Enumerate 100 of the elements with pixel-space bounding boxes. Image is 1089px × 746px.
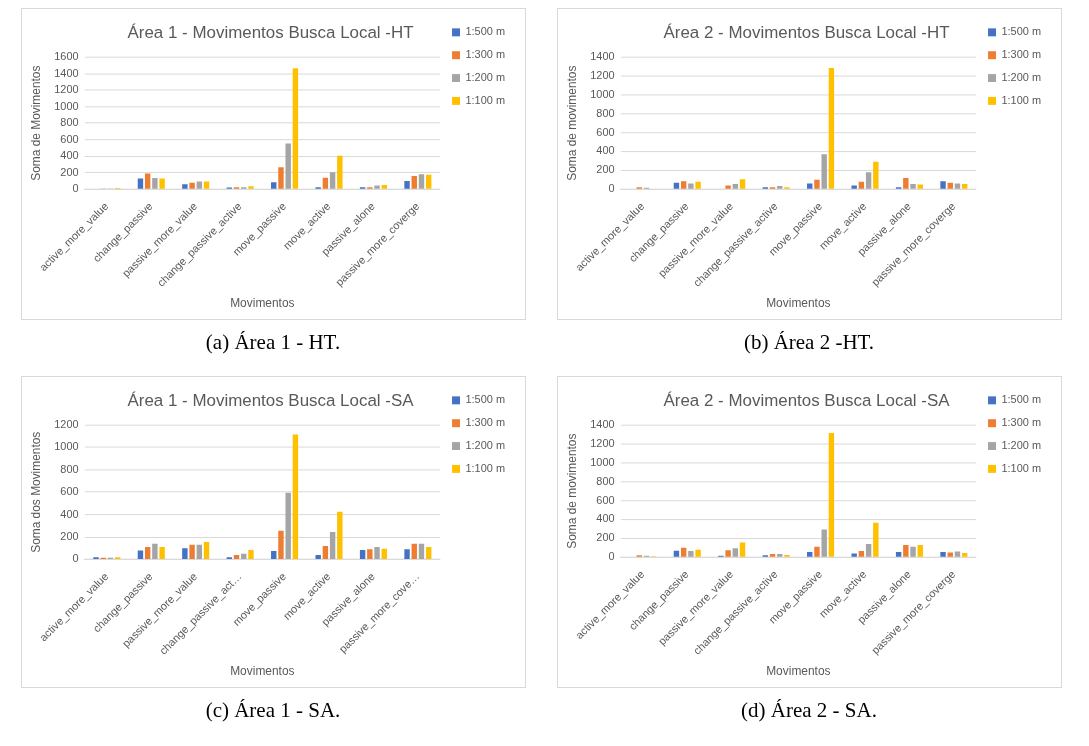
bar bbox=[151, 178, 158, 189]
legend-label: 1:300 m bbox=[464, 416, 505, 429]
y-tick-label: 1600 bbox=[53, 50, 79, 63]
bar bbox=[203, 181, 209, 189]
bar bbox=[687, 183, 694, 189]
chart-title: Área 2 - Movimentos Busca Local -HT bbox=[663, 22, 950, 42]
bar bbox=[850, 185, 857, 189]
x-axis-title: Movimentos bbox=[765, 296, 831, 311]
bar bbox=[425, 174, 431, 189]
y-tick-label: 1000 bbox=[53, 99, 79, 112]
y-axis-title: Soma de Movimentos bbox=[28, 65, 43, 181]
bar bbox=[373, 547, 380, 559]
legend-label: 1:100 m bbox=[464, 93, 505, 106]
y-tick-label: 400 bbox=[59, 507, 79, 520]
bar bbox=[858, 181, 864, 189]
bar bbox=[144, 173, 150, 189]
bar bbox=[769, 553, 775, 557]
y-axis-title: Soma de movimentos bbox=[564, 65, 579, 181]
y-tick-label: 0 bbox=[72, 182, 79, 195]
bar bbox=[724, 550, 731, 557]
y-tick-label: 1200 bbox=[53, 83, 79, 96]
text: (c) Área 1 - SA. bbox=[205, 698, 341, 723]
bar bbox=[895, 552, 901, 557]
bar bbox=[403, 180, 410, 189]
y-tick-label: 800 bbox=[59, 462, 79, 475]
bar bbox=[694, 181, 701, 189]
bar bbox=[292, 434, 298, 559]
bar bbox=[411, 543, 417, 559]
bar bbox=[687, 551, 694, 557]
bar bbox=[144, 547, 150, 559]
y-tick-label: 400 bbox=[595, 144, 615, 157]
bar bbox=[813, 179, 820, 189]
bar bbox=[233, 554, 239, 559]
bar bbox=[909, 546, 916, 557]
y-tick-label: 1400 bbox=[589, 50, 615, 63]
bar bbox=[739, 179, 745, 189]
bar bbox=[828, 433, 834, 557]
text: (a) Área 1 - HT. bbox=[205, 330, 341, 355]
bar bbox=[188, 182, 195, 189]
bar bbox=[336, 511, 343, 559]
bar bbox=[872, 161, 879, 189]
bar bbox=[947, 182, 953, 189]
bar bbox=[381, 548, 387, 559]
y-tick-label: 800 bbox=[595, 474, 615, 487]
y-tick-label: 1400 bbox=[53, 66, 79, 79]
bar bbox=[314, 554, 321, 559]
legend-label: 1:300 m bbox=[1000, 48, 1041, 61]
y-tick-label: 200 bbox=[59, 165, 79, 178]
chart-title: Área 1 - Movimentos Busca Local -SA bbox=[127, 390, 414, 410]
bar bbox=[181, 548, 188, 559]
bar bbox=[425, 547, 431, 559]
x-axis-title: Movimentos bbox=[229, 296, 295, 311]
bar bbox=[411, 176, 417, 189]
bar bbox=[373, 185, 380, 189]
bar bbox=[329, 172, 335, 189]
bar bbox=[813, 546, 820, 557]
y-tick-label: 600 bbox=[59, 485, 79, 498]
bar bbox=[418, 174, 424, 189]
bar bbox=[732, 184, 738, 189]
bar bbox=[137, 178, 143, 189]
chart-title: Área 2 - Movimentos Busca Local -SA bbox=[663, 390, 950, 410]
bar bbox=[284, 492, 291, 559]
bar bbox=[865, 544, 871, 557]
legend-label: 1:100 m bbox=[1000, 461, 1041, 474]
bar bbox=[820, 529, 827, 557]
text: (d) Área 2 - SA. bbox=[741, 698, 877, 723]
y-tick-label: 1000 bbox=[589, 455, 615, 468]
bar bbox=[806, 552, 812, 557]
bar bbox=[359, 549, 365, 559]
bar bbox=[917, 544, 923, 557]
y-tick-label: 600 bbox=[595, 493, 615, 506]
y-tick-label: 1000 bbox=[53, 440, 79, 453]
bar bbox=[203, 542, 209, 559]
y-axis-title: Soma de movimentos bbox=[564, 433, 579, 549]
bar bbox=[776, 553, 782, 557]
bar bbox=[403, 549, 410, 559]
bar bbox=[336, 155, 343, 189]
bar bbox=[902, 177, 909, 189]
y-tick-label: 800 bbox=[59, 116, 79, 129]
bar bbox=[151, 543, 158, 559]
bar bbox=[277, 167, 284, 189]
bar bbox=[776, 185, 782, 189]
legend-label: 1:500 m bbox=[464, 393, 505, 406]
bar bbox=[158, 178, 165, 189]
bar bbox=[828, 67, 834, 189]
bar bbox=[322, 545, 328, 559]
bar bbox=[939, 181, 946, 189]
legend-label: 1:500 m bbox=[1000, 25, 1041, 38]
bar bbox=[181, 184, 188, 189]
bar bbox=[270, 182, 276, 189]
bar bbox=[858, 551, 864, 557]
y-tick-label: 1200 bbox=[589, 436, 615, 449]
bar bbox=[724, 185, 731, 189]
bar bbox=[961, 552, 967, 557]
bar bbox=[939, 552, 946, 557]
bar bbox=[292, 68, 298, 189]
bar bbox=[196, 544, 202, 559]
bar bbox=[680, 181, 686, 189]
x-axis-title: Movimentos bbox=[229, 664, 295, 679]
bar bbox=[137, 550, 143, 559]
